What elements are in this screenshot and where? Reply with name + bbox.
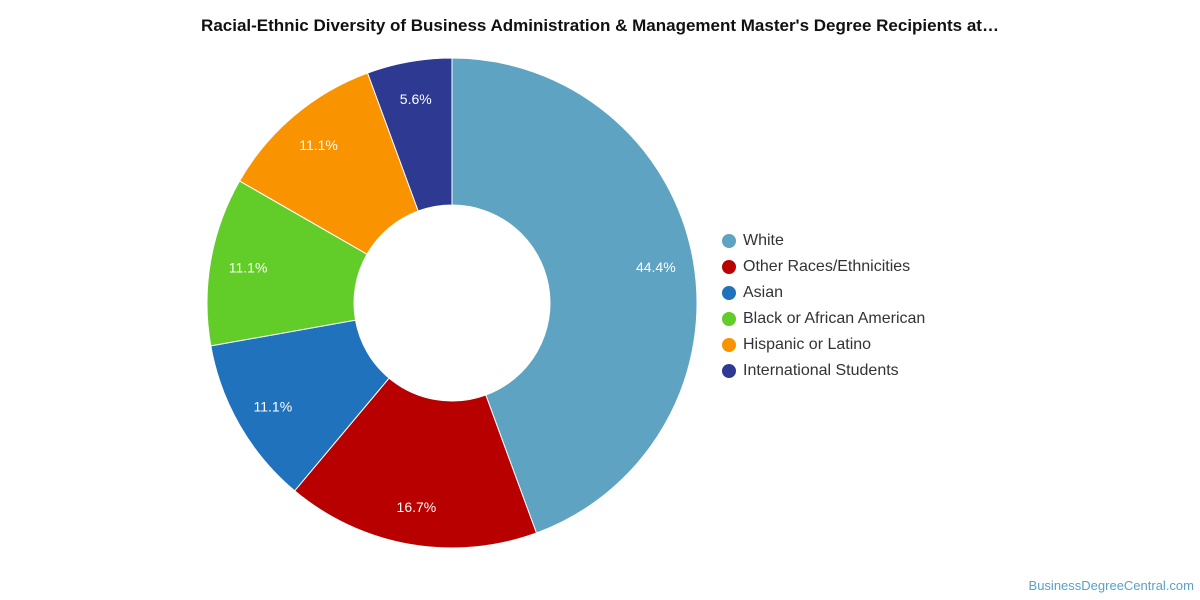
watermark: BusinessDegreeCentral.com bbox=[1028, 578, 1194, 593]
legend-swatch-icon bbox=[722, 338, 736, 352]
slice-black-or-african-american bbox=[206, 180, 368, 347]
legend-label: International Students bbox=[743, 362, 899, 379]
legend-item-asian[interactable]: Asian bbox=[722, 280, 925, 306]
legend-swatch-icon bbox=[722, 364, 736, 378]
legend-item-international-students[interactable]: International Students bbox=[722, 358, 925, 384]
legend-label: White bbox=[743, 232, 784, 249]
legend-item-other-races-ethnicities[interactable]: Other Races/Ethnicities bbox=[722, 254, 925, 280]
slice-white bbox=[451, 57, 698, 534]
legend-label: Black or African American bbox=[743, 310, 926, 327]
legend-swatch-icon bbox=[722, 286, 736, 300]
data-label-asian: 11.1% bbox=[254, 399, 293, 415]
slice-other-races-ethnicities bbox=[293, 377, 538, 549]
chart-legend: White Other Races/Ethnicities Asian Black o… bbox=[722, 228, 925, 384]
data-label-international-students: 5.6% bbox=[400, 91, 432, 107]
data-label-white: 44.4% bbox=[636, 259, 676, 275]
slice-international-students bbox=[366, 57, 453, 212]
legend-item-hispanic-or-latino[interactable]: Hispanic or Latino bbox=[722, 332, 925, 358]
data-label-black-or-african-american: 11.1% bbox=[229, 259, 268, 275]
legend-swatch-icon bbox=[722, 260, 736, 274]
legend-label: Hispanic or Latino bbox=[743, 336, 872, 353]
legend-label: Asian bbox=[743, 284, 784, 301]
donut-slices bbox=[206, 57, 698, 549]
donut-data-labels: 44.4% 16.7% 11.1% 11.1% 11.1% 5.6% bbox=[229, 91, 676, 515]
chart-title: Racial-Ethnic Diversity of Business Admi… bbox=[201, 16, 999, 35]
legend-item-black-or-african-american[interactable]: Black or African American bbox=[722, 306, 925, 332]
legend-swatch-icon bbox=[722, 234, 736, 248]
slice-hispanic-or-latino bbox=[238, 72, 419, 255]
legend-swatch-icon bbox=[722, 312, 736, 326]
data-label-hispanic-or-latino: 11.1% bbox=[299, 137, 338, 153]
legend-item-white[interactable]: White bbox=[722, 228, 925, 254]
data-label-other-races-ethnicities: 16.7% bbox=[397, 499, 437, 515]
slice-asian bbox=[210, 319, 390, 492]
legend-label: Other Races/Ethnicities bbox=[743, 258, 911, 275]
